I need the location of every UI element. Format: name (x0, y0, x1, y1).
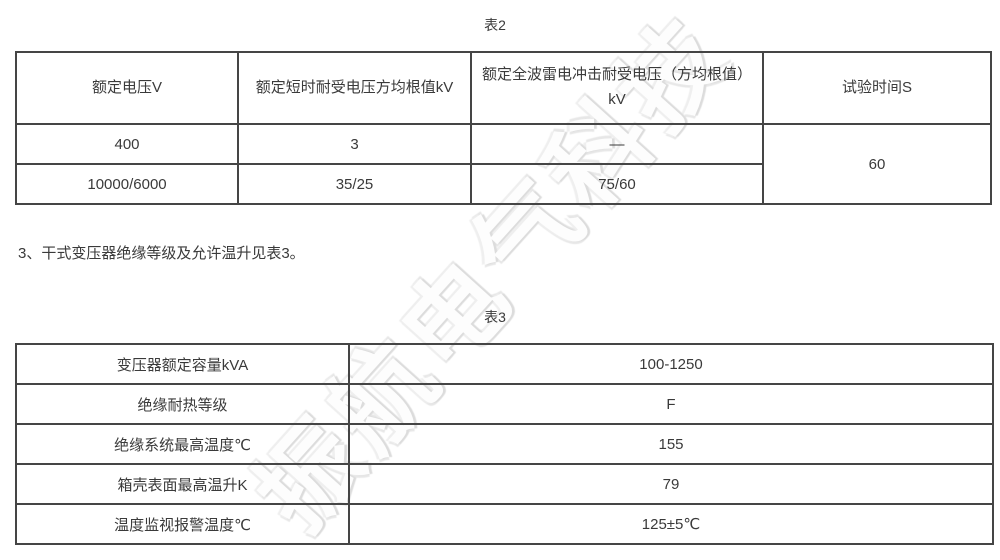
table3-label-max-system-temp: 绝缘系统最高温度℃ (15, 423, 350, 465)
table3-label-insulation-class: 绝缘耐热等级 (15, 383, 350, 425)
table3-row-insulation-class: 绝缘耐热等级 F (15, 383, 994, 425)
table3-value-insulation-class: F (348, 383, 994, 425)
table-3: 变压器额定容量kVA 100-1250 绝缘耐热等级 F 绝缘系统最高温度℃ 1… (15, 343, 994, 545)
table3-row-max-system-temp: 绝缘系统最高温度℃ 155 (15, 423, 994, 465)
table2-cell-test-time-60: 60 (762, 123, 992, 205)
table2-cell-voltage-10000: 10000/6000 (15, 163, 239, 205)
section-3-text: 3、干式变压器绝缘等级及允许温升见表3。 (18, 245, 305, 262)
table3-row-capacity: 变压器额定容量kVA 100-1250 (15, 343, 994, 385)
table2-cell-withstand-35-25: 35/25 (237, 163, 472, 205)
table2-header-lightning-impulse-line1: 额定全波雷电冲击耐受电压（方均根值） (481, 66, 752, 84)
table2-cell-voltage-400: 400 (15, 123, 239, 165)
table3-value-shell-temp-rise: 79 (348, 463, 994, 505)
table2-header-row: 额定电压V 额定短时耐受电压方均根值kV 额定全波雷电冲击耐受电压（方均根值） … (15, 51, 992, 125)
table3-label-alarm-temp: 温度监视报警温度℃ (15, 503, 350, 545)
table3-value-alarm-temp: 125±5℃ (348, 503, 994, 545)
table2-cell-impulse-dash: — (470, 123, 764, 165)
table3-value-capacity: 100-1250 (348, 343, 994, 385)
table2-header-rated-voltage: 额定电压V (15, 51, 239, 125)
table3-label-capacity: 变压器额定容量kVA (15, 343, 350, 385)
table-2: 额定电压V 额定短时耐受电压方均根值kV 额定全波雷电冲击耐受电压（方均根值） … (15, 51, 992, 205)
table2-header-lightning-impulse-line2: kV (608, 91, 626, 108)
table3-value-max-system-temp: 155 (348, 423, 994, 465)
table2-cell-withstand-3: 3 (237, 123, 472, 165)
table3-row-alarm-temp: 温度监视报警温度℃ 125±5℃ (15, 503, 994, 545)
table2-cell-impulse-75-60: 75/60 (470, 163, 764, 205)
table3-label-shell-temp-rise: 箱壳表面最高温升K (15, 463, 350, 505)
table3-title: 表3 (484, 309, 506, 325)
table2-row-10000: 10000/6000 35/25 75/60 (15, 163, 991, 205)
table3-row-shell-temp-rise: 箱壳表面最高温升K 79 (15, 463, 994, 505)
table2-header-test-time: 试验时间S (762, 51, 992, 125)
table2-title: 表2 (484, 17, 506, 33)
table2-header-lightning-impulse: 额定全波雷电冲击耐受电压（方均根值） kV (470, 51, 764, 125)
table2-header-short-time-withstand: 额定短时耐受电压方均根值kV (237, 51, 472, 125)
table2-row-400: 400 3 — 60 (15, 123, 992, 205)
